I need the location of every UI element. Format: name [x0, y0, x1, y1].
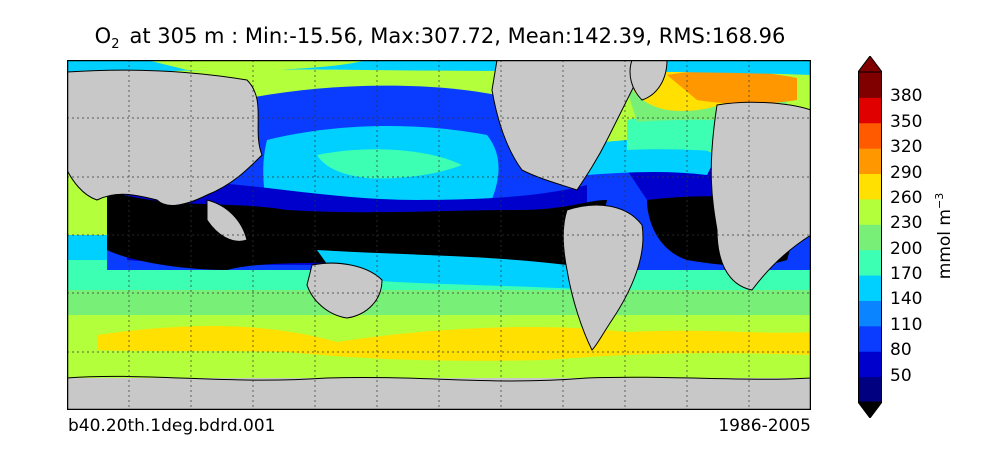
arctic-top-green [147, 60, 367, 71]
year-range: 1986-2005 [718, 416, 811, 436]
antarctic-land [67, 378, 811, 410]
land-europe-africa [710, 101, 811, 291]
unit-text: mmol m [934, 209, 955, 280]
map-frame [67, 60, 811, 410]
colorbar-segment [858, 300, 882, 327]
colorbar-segment [858, 376, 882, 403]
colorbar-tick-label: 140 [890, 289, 923, 310]
colorbar-tick-label: 200 [890, 238, 923, 259]
colorbar-tick-label: 380 [890, 86, 923, 107]
colorbar-tick-label: 170 [890, 264, 923, 285]
colorbar-tick-label: 230 [890, 213, 923, 234]
land-north-america [491, 60, 648, 191]
colorbar-segment [858, 275, 882, 301]
land-eurasia [67, 69, 263, 206]
case-name: b40.20th.1deg.bdrd.001 [68, 416, 276, 436]
colorbar-segment [858, 173, 882, 200]
colorbar-tick-label: 50 [890, 365, 912, 386]
colorbar-segment [858, 97, 882, 124]
north-atlantic-orange [667, 70, 797, 104]
colorbar-segment [858, 198, 882, 225]
colorbar-tick-label: 110 [890, 314, 923, 335]
colorbar-segment [858, 249, 882, 276]
unit-exponent: −3 [933, 192, 947, 209]
colorbar-segment [858, 122, 882, 149]
ocean-oxygen-map [67, 60, 811, 410]
colorbar-extend-min [858, 401, 882, 418]
colorbar-tick-label: 290 [890, 162, 923, 183]
land-south-america [562, 204, 644, 351]
land-indochina [206, 199, 248, 242]
species-main: O [94, 24, 112, 48]
plot-title: O2 at 305 m : Min:-15.56, Max:307.72, Mea… [0, 24, 880, 52]
species-subscript: 2 [111, 37, 120, 52]
colorbar-tick-label: 260 [890, 187, 923, 208]
colorbar-extend-max [858, 56, 882, 73]
map-gridlines [67, 60, 811, 410]
south-pacific-cyan [317, 250, 597, 290]
colorbar-tick-label: 350 [890, 111, 923, 132]
colorbar [858, 56, 882, 418]
colorbar-segment [858, 325, 882, 352]
land-australia [306, 262, 383, 319]
colorbar-segment [858, 148, 882, 175]
colorbar-segment [858, 224, 882, 251]
land-greenland [629, 60, 668, 101]
colorbar-segment [858, 72, 882, 98]
title-text: at 305 m : Min:-15.56, Max:307.72, Mean:… [129, 24, 786, 48]
colorbar-tick-label: 320 [890, 137, 923, 158]
antarctic-coast [67, 375, 811, 382]
colorbar-frame [858, 71, 882, 403]
colorbar-tick-label: 80 [890, 340, 912, 361]
colorbar-segment [858, 351, 882, 378]
colorbar-unit-label: mmol m−3 [933, 193, 955, 279]
north-pacific-teal [317, 149, 462, 179]
